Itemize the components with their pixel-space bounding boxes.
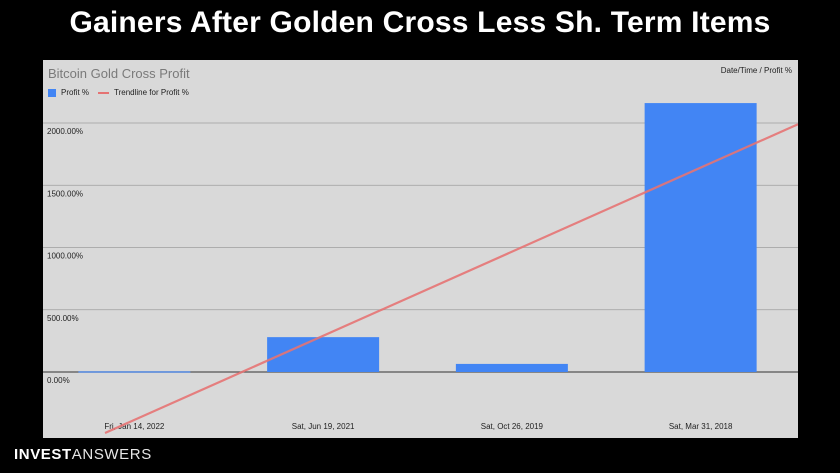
brand-logo: INVESTANSWERS xyxy=(14,446,152,463)
bar xyxy=(455,363,568,372)
x-tick-label: Sat, Oct 26, 2019 xyxy=(481,422,544,431)
bar xyxy=(644,103,757,372)
y-tick-label: 2000.00% xyxy=(47,127,83,136)
trendline xyxy=(104,123,798,435)
y-tick-label: 0.00% xyxy=(47,376,70,385)
bar xyxy=(267,337,380,372)
y-tick-label: 1000.00% xyxy=(47,252,83,261)
y-tick-label: 1500.00% xyxy=(47,189,83,198)
legend-line-swatch xyxy=(98,91,110,94)
brand-light: ANSWERS xyxy=(71,446,152,463)
x-tick-label: Sat, Mar 31, 2018 xyxy=(669,422,733,431)
brand-bold: INVEST xyxy=(14,446,72,463)
legend-item-trendline: Trendline for Profit % xyxy=(114,88,189,97)
chart-legend: Profit % Trendline for Profit % xyxy=(48,88,189,97)
chart-panel: 0.00% 500.00% 1000.00% 1500.00% 2000.00% Fri,… xyxy=(43,60,798,438)
x-tick-label: Fri, Jan 14, 2022 xyxy=(104,422,165,431)
headline: Gainers After Golden Cross Less Sh. Term… xyxy=(69,6,771,39)
x-tick-label: Sat, Jun 19, 2021 xyxy=(292,422,355,431)
legend-item-profit: Profit % xyxy=(61,88,90,97)
legend-bar-swatch xyxy=(48,88,56,97)
chart-title: Bitcoin Gold Cross Profit xyxy=(48,66,190,81)
corner-label: Date/Time / Profit % xyxy=(720,66,792,75)
chart-plot: 0.00% 500.00% 1000.00% 1500.00% 2000.00% Fri,… xyxy=(43,103,798,435)
bar xyxy=(78,371,191,373)
y-tick-label: 500.00% xyxy=(47,314,79,323)
